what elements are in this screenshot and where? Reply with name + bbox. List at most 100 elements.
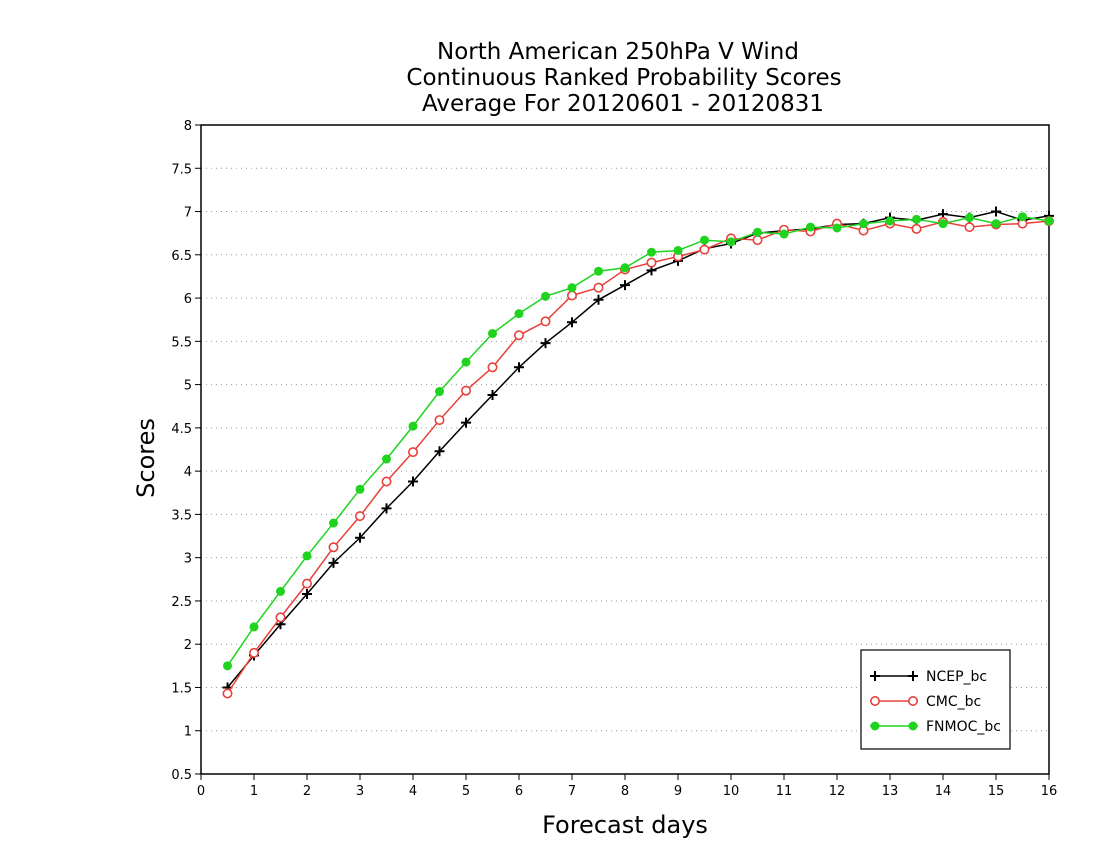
axis-ticks: 0.511.522.533.544.555.566.577.580 1 2 3 4 5 6 7… [171, 119, 1057, 799]
y-tick-label: 7.5 [171, 162, 192, 177]
series-cmc-bc [222, 216, 1055, 699]
x-tick-label: 12 [829, 784, 846, 799]
data-point-cmc-bc [222, 688, 233, 699]
data-point-ncep-bc [355, 532, 365, 543]
data-point-fnmoc-bc [329, 518, 338, 528]
data-point-ncep-bc [381, 503, 392, 514]
legend-entry-cmc-bc: CMC_bc [869, 694, 981, 710]
data-point-ncep-bc [620, 280, 630, 291]
title-line-2: Continuous Ranked Probability Scores [406, 65, 841, 91]
x-tick-label: 1 [250, 784, 258, 799]
legend-label: NCEP_bc [926, 669, 987, 685]
data-point-cmc-bc [275, 612, 286, 623]
data-point-cmc-bc [301, 578, 312, 589]
data-point-fnmoc-bc [753, 227, 762, 237]
x-tick-label: 8 [621, 784, 629, 799]
series-ncep-bc [222, 206, 1054, 693]
data-point-cmc-bc [434, 415, 445, 426]
x-tick-label: 14 [935, 784, 952, 799]
legend-entry-fnmoc-bc: FNMOC_bc [870, 719, 1001, 735]
data-point-cmc-bc [487, 362, 498, 373]
y-tick-label: 3 [184, 552, 192, 567]
data-point-ncep-bc [593, 294, 604, 305]
y-tick-label: 1 [184, 725, 192, 740]
data-point-fnmoc-bc [885, 216, 895, 226]
data-point-fnmoc-bc [382, 454, 391, 464]
series-fnmoc-bc [223, 212, 1054, 671]
data-point-fnmoc-bc [594, 266, 603, 276]
data-point-ncep-bc [461, 417, 471, 428]
y-tick-label: 1.5 [171, 681, 192, 696]
data-point-cmc-bc [460, 385, 471, 396]
data-point-ncep-bc [302, 589, 312, 600]
data-point-fnmoc-bc [832, 223, 842, 233]
data-point-cmc-bc [249, 647, 260, 658]
data-point-fnmoc-bc [514, 309, 524, 319]
data-point-fnmoc-bc [912, 214, 921, 224]
data-point-fnmoc-bc [408, 421, 418, 431]
y-tick-label: 6 [184, 292, 192, 307]
legend: NCEP_bc CMC_bc FNMOC_bc [860, 649, 1011, 750]
legend-marker [908, 721, 918, 731]
data-point-cmc-bc [752, 235, 763, 246]
data-point-cmc-bc [407, 447, 418, 458]
data-point-cmc-bc [911, 223, 922, 234]
y-tick-label: 4.5 [171, 422, 192, 437]
legend-marker [870, 721, 880, 731]
legend-marker [869, 695, 880, 706]
x-tick-label: 16 [1041, 784, 1058, 799]
data-point-fnmoc-bc [647, 247, 656, 257]
data-point-fnmoc-bc [249, 622, 259, 632]
data-point-ncep-bc [408, 476, 418, 487]
y-tick-label: 0.5 [171, 768, 192, 783]
data-point-fnmoc-bc [779, 229, 789, 239]
x-tick-label: 13 [882, 784, 899, 799]
x-axis-label: Forecast days [542, 811, 708, 839]
data-point-cmc-bc [699, 244, 710, 255]
data-point-cmc-bc [328, 542, 339, 553]
data-point-fnmoc-bc [965, 213, 974, 223]
x-tick-label: 3 [356, 784, 364, 799]
data-point-ncep-bc [514, 362, 524, 373]
legend-label: FNMOC_bc [926, 719, 1001, 735]
y-tick-label: 5.5 [171, 335, 192, 350]
data-point-fnmoc-bc [938, 219, 948, 229]
y-tick-label: 5 [184, 379, 192, 394]
x-tick-label: 2 [303, 784, 311, 799]
legend-entry-ncep-bc: NCEP_bc [870, 669, 987, 685]
data-point-ncep-bc [328, 557, 339, 568]
x-tick-label: 11 [776, 784, 793, 799]
y-tick-label: 2.5 [171, 595, 192, 610]
y-tick-label: 2 [184, 638, 192, 653]
grid [201, 167, 1049, 732]
y-axis-label: Scores [132, 418, 160, 498]
data-point-fnmoc-bc [461, 357, 471, 367]
data-point-ncep-bc [487, 389, 498, 400]
data-point-fnmoc-bc [726, 237, 736, 247]
data-point-ncep-bc [991, 206, 1001, 217]
title-line-1: North American 250hPa V Wind [437, 39, 799, 65]
data-point-fnmoc-bc [541, 291, 550, 301]
series-layer [222, 206, 1055, 699]
data-point-cmc-bc [540, 316, 551, 327]
title-line-3: Average For 20120601 - 20120831 [422, 91, 824, 117]
data-point-fnmoc-bc [673, 245, 683, 255]
data-point-ncep-bc [540, 338, 551, 349]
x-tick-label: 7 [568, 784, 576, 799]
data-point-cmc-bc [354, 511, 365, 522]
data-point-fnmoc-bc [567, 283, 577, 293]
data-point-fnmoc-bc [991, 219, 1001, 229]
data-point-fnmoc-bc [620, 263, 630, 273]
series-line-fnmoc-bc [226, 215, 1050, 667]
data-point-ncep-bc [567, 317, 577, 328]
data-point-fnmoc-bc [488, 329, 497, 339]
legend-entries: NCEP_bc CMC_bc FNMOC_bc [869, 669, 1001, 735]
data-point-fnmoc-bc [276, 586, 285, 596]
series-line-cmc-bc [226, 220, 1050, 694]
data-point-cmc-bc [593, 282, 604, 293]
data-point-fnmoc-bc [223, 661, 232, 671]
x-tick-label: 5 [462, 784, 470, 799]
data-point-cmc-bc [513, 330, 524, 341]
data-point-fnmoc-bc [859, 219, 868, 229]
